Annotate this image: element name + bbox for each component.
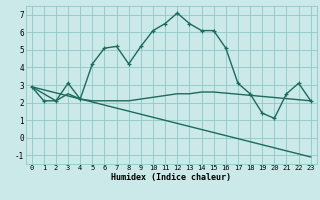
X-axis label: Humidex (Indice chaleur): Humidex (Indice chaleur): [111, 173, 231, 182]
